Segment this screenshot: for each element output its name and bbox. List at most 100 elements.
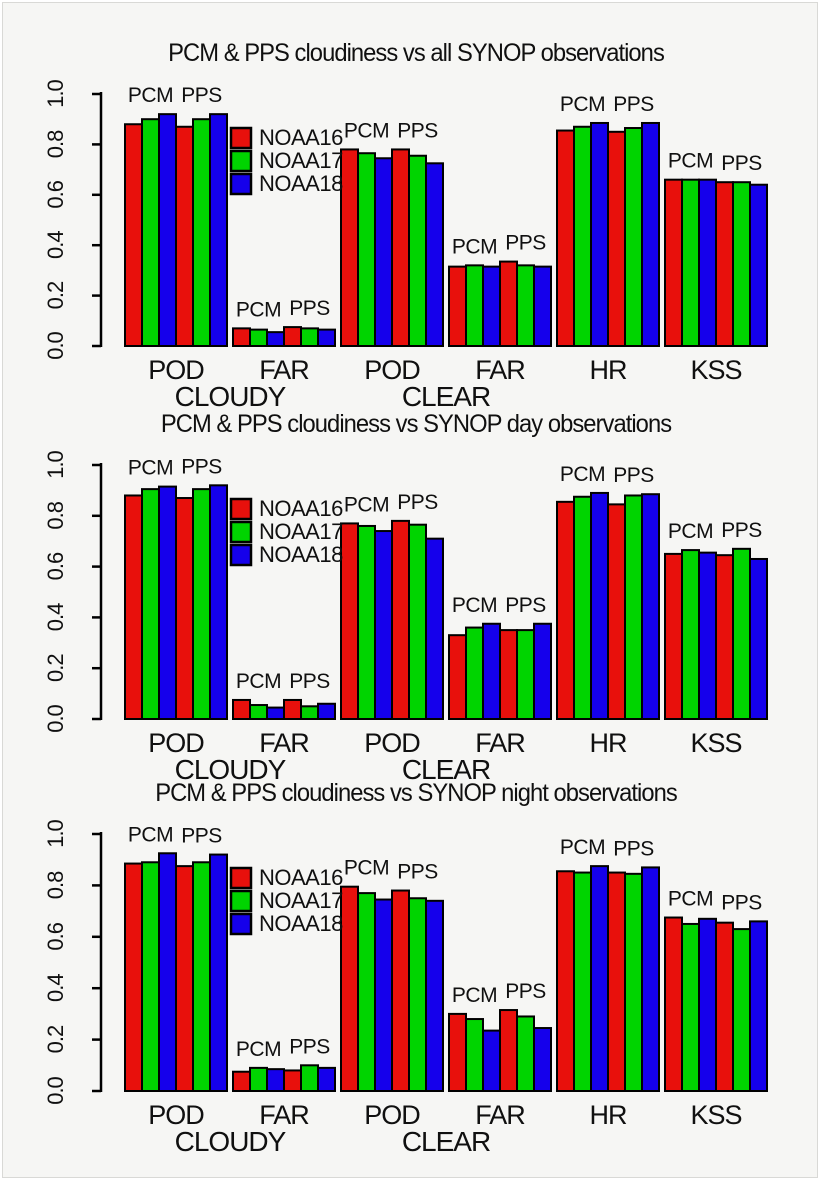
bar [192, 861, 211, 1093]
y-tick-label: 1.0 [43, 450, 68, 478]
subgroup-label-pps: PPS [613, 93, 654, 116]
subgroup-label-pcm: PCM [128, 457, 173, 480]
subgroup-label-pcm: PCM [236, 298, 281, 321]
bar [141, 861, 160, 1093]
bar [749, 557, 768, 720]
subgroup-label-pps: PPS [397, 861, 438, 884]
subgroup-label-pcm: PCM [344, 493, 389, 516]
bar [482, 622, 501, 720]
bar [124, 494, 143, 721]
x-group-label: FAR [475, 355, 525, 385]
y-tick-label: 0.8 [43, 501, 68, 529]
y-tick-label: 0.2 [43, 281, 68, 309]
bar [266, 1068, 285, 1093]
bar [641, 121, 660, 348]
bar [158, 852, 177, 1093]
x-section-label: CLEAR [402, 381, 490, 412]
y-tick-label: 0.6 [43, 180, 68, 208]
bar [482, 1029, 501, 1092]
bar [664, 916, 683, 1093]
bar [317, 702, 336, 721]
bar [607, 130, 626, 347]
subgroup-label-pcm: PCM [452, 984, 497, 1007]
bar [681, 922, 700, 1093]
bar [749, 183, 768, 347]
bar [300, 327, 319, 347]
bar [533, 1027, 552, 1093]
y-tick-label: 0.4 [43, 231, 68, 259]
bar [158, 113, 177, 347]
bar [124, 123, 143, 347]
bar [448, 1012, 467, 1093]
legend-label: NOAA18 [259, 542, 343, 567]
bar [715, 181, 734, 347]
bar [465, 1018, 484, 1092]
subgroup-label-pcm: PCM [668, 520, 713, 543]
bar [374, 898, 393, 1092]
bar [590, 121, 609, 348]
x-group-label: FAR [475, 728, 525, 758]
x-group-label: FAR [259, 355, 309, 385]
bar [590, 865, 609, 1092]
x-group-label: HR [590, 728, 627, 758]
bar [573, 871, 592, 1092]
subgroup-label-pcm: PCM [452, 594, 497, 617]
bar [590, 491, 609, 720]
x-group-label: POD [148, 1100, 204, 1130]
y-tick-label: 0.6 [43, 552, 68, 580]
legend-label: NOAA16 [259, 125, 343, 150]
bar [715, 554, 734, 720]
x-section-label: CLEAR [402, 1126, 490, 1157]
bar [374, 530, 393, 720]
bar [732, 928, 751, 1093]
y-tick-label: 0.6 [43, 922, 68, 950]
bar [192, 488, 211, 720]
bar [465, 626, 484, 720]
bar [317, 328, 336, 347]
bar [516, 629, 535, 720]
legend-swatch [229, 866, 253, 890]
bar [283, 1069, 302, 1092]
y-tick-label: 0.4 [43, 974, 68, 1002]
bar [391, 889, 410, 1092]
bar [209, 484, 228, 720]
bar [249, 328, 268, 347]
y-tick-label: 0.8 [43, 871, 68, 899]
bar [624, 494, 643, 721]
bar [624, 872, 643, 1093]
chart-title-all-synop: PCM & PPS cloudiness vs all SYNOP observ… [168, 39, 665, 67]
subgroup-label-pps: PPS [505, 980, 546, 1003]
x-group-label: KSS [690, 355, 741, 385]
bar [232, 698, 251, 721]
x-group-label: HR [590, 355, 627, 385]
y-tick-label: 0.2 [43, 1025, 68, 1053]
bar [664, 178, 683, 347]
subgroup-label-pps: PPS [397, 491, 438, 514]
subgroup-label-pps: PPS [289, 1035, 330, 1058]
bar [482, 265, 501, 347]
subgroup-label-pps: PPS [289, 297, 330, 320]
bar [357, 892, 376, 1092]
subgroup-label-pps: PPS [181, 455, 222, 478]
legend-swatch [229, 543, 253, 567]
bar [641, 866, 660, 1092]
x-section-label: CLEAR [402, 754, 490, 785]
bar [533, 622, 552, 720]
bar [340, 522, 359, 720]
subgroup-label-pps: PPS [181, 825, 222, 848]
subgroup-label-pps: PPS [181, 84, 222, 107]
legend-swatch [229, 172, 253, 196]
bar [715, 921, 734, 1092]
subgroup-label-pcm: PCM [344, 119, 389, 142]
x-group-label: POD [364, 355, 420, 385]
bar [141, 488, 160, 720]
bar [425, 537, 444, 720]
x-group-label: HR [590, 1100, 627, 1130]
bar [732, 547, 751, 720]
bar [607, 871, 626, 1092]
subgroup-label-pcm: PCM [236, 1038, 281, 1061]
bar [209, 853, 228, 1092]
bar [249, 704, 268, 721]
bar [175, 497, 194, 720]
